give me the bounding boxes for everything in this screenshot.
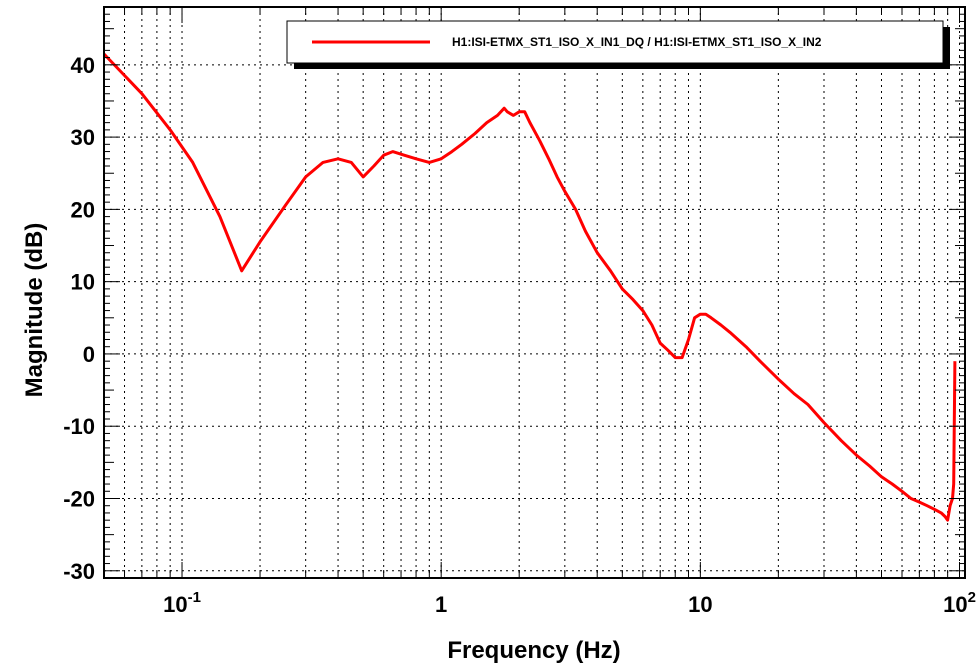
grid-lines <box>103 7 965 578</box>
y-tick-labels: -30 -20 -10 0 10 20 30 40 <box>63 53 95 584</box>
y-tick-label: 20 <box>71 197 95 222</box>
x-tick-labels: 10-1 1 10 102 <box>163 589 976 617</box>
y-tick-label: 0 <box>83 342 95 367</box>
x-tick-label: 102 <box>943 589 976 617</box>
y-axis-label: Magnitude (dB) <box>21 223 48 398</box>
plot-frame <box>103 6 966 579</box>
y-tick-label: -10 <box>63 414 95 439</box>
y-tick-label: 30 <box>71 125 95 150</box>
x-axis-label: Frequency (Hz) <box>447 637 620 664</box>
legend-label: H1:ISI-ETMX_ST1_ISO_X_IN1_DQ / H1:ISI-ET… <box>452 35 822 49</box>
legend: H1:ISI-ETMX_ST1_ISO_X_IN1_DQ / H1:ISI-ET… <box>286 20 950 69</box>
y-tick-label: -20 <box>63 486 95 511</box>
y-tick-label: -30 <box>63 559 95 584</box>
x-tick-label: 10 <box>688 592 712 617</box>
y-tick-label: 40 <box>71 53 95 78</box>
x-tick-label: 1 <box>435 592 447 617</box>
axis-ticks <box>103 6 965 579</box>
x-tick-label: 10-1 <box>163 589 201 617</box>
y-tick-label: 10 <box>71 270 95 295</box>
series-line <box>102 52 957 522</box>
